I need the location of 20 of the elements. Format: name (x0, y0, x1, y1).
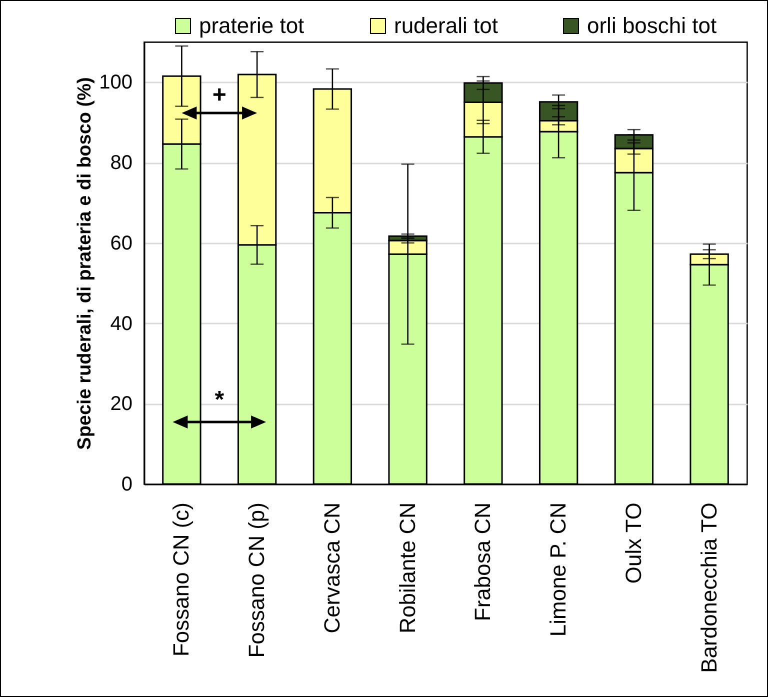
x-tick-label: Cervasca CN (319, 502, 344, 634)
x-tick-label: Fossano CN (p) (244, 502, 270, 658)
y-tick-label: 0 (121, 474, 132, 496)
x-tick-label: Robilante CN (394, 502, 420, 634)
x-tick-label: Fossano CN (c) (168, 502, 194, 657)
x-tick-label: Limone P. CN (546, 502, 571, 637)
y-axis-title: Specie ruderali, di prateria e di bosco (%) (74, 77, 96, 450)
y-tick-label: 20 (110, 393, 132, 416)
x-tick-label: Bardonecchia TO (696, 502, 722, 673)
x-tick-label: Oulx TO (620, 502, 646, 584)
legend-label: ruderali tot (394, 13, 498, 38)
y-tick-label: 100 (99, 72, 132, 94)
legend-label: praterie tot (199, 13, 304, 38)
annotation: * (214, 386, 225, 414)
x-tick-label: Frabosa CN (470, 502, 496, 622)
y-tick-label: 80 (110, 152, 132, 174)
legend-label: orli boschi tot (587, 13, 717, 38)
y-tick-label: 60 (110, 232, 132, 254)
y-tick-label: 40 (110, 312, 132, 335)
annotation: + (212, 82, 226, 108)
